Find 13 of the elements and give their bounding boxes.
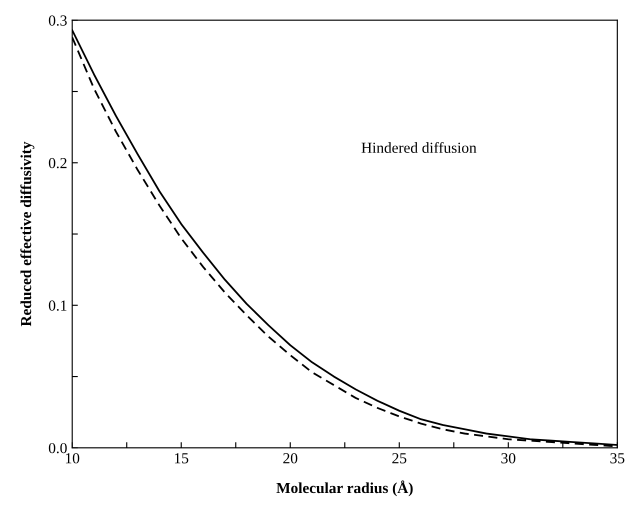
y-tick-label: 0.3 xyxy=(48,15,67,26)
x-tick-label: 30 xyxy=(501,453,516,464)
y-axis-title: Reduced effective diffusivity xyxy=(20,142,34,326)
x-tick-label: 35 xyxy=(610,453,624,464)
x-axis-title: Molecular radius (Å) xyxy=(276,480,413,496)
y-tick-label: 0.2 xyxy=(48,158,67,168)
y-tick-label: 0.1 xyxy=(48,300,66,311)
x-tick-label: 25 xyxy=(392,453,406,464)
x-tick-label: 10 xyxy=(66,453,80,464)
annotation: Hindered diffusion xyxy=(362,142,476,153)
y-tick-label: 0.0 xyxy=(48,442,67,454)
x-tick-label: 20 xyxy=(283,453,298,464)
x-tick-label: 15 xyxy=(174,453,188,464)
